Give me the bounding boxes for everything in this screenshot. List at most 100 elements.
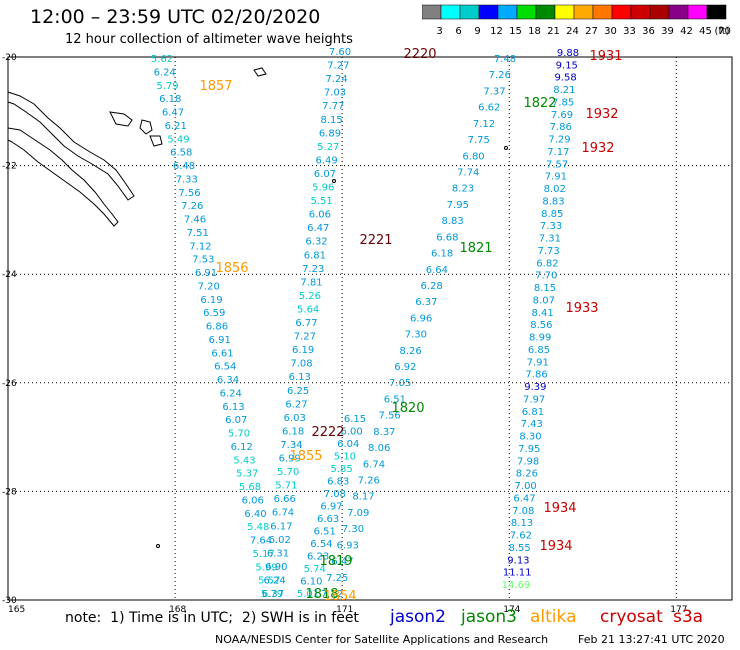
altimeter-map: 165 168 171 174 177 -20 -22 -24 -26 -28 -30 5.62 6.2… — [2, 47, 733, 615]
wave-height-value: 6.90 — [265, 562, 287, 573]
wave-height-value: 8.55 — [508, 543, 530, 554]
wave-height-value: 7.08 — [512, 506, 534, 517]
wave-height-value: 6.86 — [206, 322, 228, 333]
wave-height-value: 6.66 — [274, 494, 296, 505]
generated-timestamp: Feb 21 13:27:41 UTC 2020 — [578, 633, 725, 646]
wave-height-value: 6.47 — [513, 493, 535, 504]
wave-height-value: 6.74 — [363, 459, 385, 470]
wave-height-value: 7.62 — [510, 531, 532, 542]
wave-height-value: 6.03 — [284, 413, 306, 424]
wave-height-value: 6.80 — [462, 151, 484, 162]
legend-altika: altika — [530, 607, 577, 627]
wave-height-value: 7.23 — [302, 264, 324, 275]
track-sat-1855: 6.15 6.006.04 5.105.85 6.837.08 6.976.63 6.51… — [297, 414, 366, 600]
wave-height-value: 7.95 — [447, 200, 469, 211]
scale-tick-label: 21 — [547, 26, 560, 37]
wave-height-value: 6.59 — [203, 308, 225, 319]
wave-height-value: 5.64 — [297, 304, 319, 315]
pass-time-label: 1857 — [199, 79, 232, 94]
wave-height-value: 6.49 — [315, 155, 337, 166]
wave-height-value: 6.89 — [319, 128, 341, 139]
wave-height-value: 5.74 — [304, 564, 326, 575]
wave-height-value: 6.00 — [341, 427, 363, 438]
wave-height-value: 6.82 — [536, 258, 558, 269]
scale-swatch — [706, 4, 727, 20]
pass-time-label: 1818 — [305, 587, 338, 602]
wave-height-value: 9.15 — [556, 60, 578, 71]
wave-height-value: 11.11 — [503, 568, 532, 579]
wave-height-value: 8.83 — [441, 216, 463, 227]
lon-tick-label: 165 — [8, 605, 25, 615]
wave-height-value: 7.48 — [494, 54, 516, 65]
wave-height-value: 7.09 — [347, 508, 369, 519]
wave-height-value: 6.37 — [415, 297, 437, 308]
wave-height-value: 5.48 — [247, 522, 269, 533]
wave-height-value: 6.31 — [267, 548, 289, 559]
wave-height-value: 6.51 — [314, 527, 336, 538]
legend-cryosat: cryosat — [600, 607, 663, 627]
wave-height-value: 7.08 — [290, 359, 312, 370]
wave-height-color-scale: 3 6 9 12 15 18 21 24 27 30 33 36 39 42 45 70(ft) — [422, 4, 731, 37]
wave-height-value: 5.99 — [255, 562, 277, 573]
wave-height-value: 6.99 — [279, 454, 301, 465]
scale-tick-label: 70 — [718, 26, 731, 37]
pass-time-label: 1819 — [319, 554, 352, 569]
wave-height-value: 7.26 — [358, 476, 380, 487]
pass-time-label: 1821 — [459, 241, 492, 256]
wave-height-value: 6.77 — [295, 318, 317, 329]
wave-height-value: 6.32 — [305, 237, 327, 248]
scale-tick-label: 3 — [436, 26, 442, 37]
wave-height-value: 6.97 — [320, 502, 342, 513]
map-subtitle: 12 hour collection of altimeter wave hei… — [65, 32, 353, 47]
wave-height-value: 6.19 — [200, 295, 222, 306]
wave-height-value: 5.01 — [297, 589, 319, 600]
wave-height-value: 7.43 — [521, 419, 543, 430]
scale-tick-label: 33 — [623, 26, 636, 37]
wave-height-value: 6.40 — [244, 509, 266, 520]
wave-height-value: 7.53 — [192, 255, 214, 266]
wave-height-value: 6.63 — [317, 514, 339, 525]
wave-height-value: 6.62 — [478, 103, 500, 114]
pass-time-label: 1822 — [523, 96, 556, 111]
wave-height-value: 6.02 — [269, 535, 291, 546]
wave-height-value: 9.13 — [507, 555, 529, 566]
wave-height-value: 5.17 — [253, 549, 275, 560]
wave-height-value: 5.27 — [317, 142, 339, 153]
wave-height-value: 7.98 — [517, 456, 539, 467]
wave-height-value: 5.71 — [275, 481, 297, 492]
wave-height-value: 7.97 — [523, 394, 545, 405]
wave-height-value: 6.93 — [337, 540, 359, 551]
map-title: 12:00 – 23:59 UTC 02/20/2020 — [30, 6, 321, 28]
scale-tick-label: 30 — [604, 26, 617, 37]
wave-height-value: 7.08 — [324, 489, 346, 500]
wave-height-value: 7.86 — [525, 370, 547, 381]
wave-height-value: 7.95 — [518, 444, 540, 455]
wave-height-value: 8.21 — [553, 85, 575, 96]
lat-tick-label: -20 — [2, 53, 17, 63]
wave-height-value: 7.91 — [527, 357, 549, 368]
wave-height-value: 7.34 — [280, 440, 302, 451]
wave-height-value: 8.15 — [320, 115, 342, 126]
wave-height-value: 8.56 — [530, 320, 552, 331]
wave-height-value: 6.83 — [327, 477, 349, 488]
wave-height-value: 7.05 — [389, 378, 411, 389]
pass-time-label: 1931 — [589, 49, 622, 64]
pass-time-label: 2222 — [311, 425, 344, 440]
wave-height-value: 8.26 — [400, 346, 422, 357]
wave-height-value: 7.75 — [468, 135, 490, 146]
wave-height-value: 5.37 — [236, 469, 258, 480]
wave-height-value: 6.18 — [159, 94, 181, 105]
wave-height-value: 8.13 — [511, 518, 533, 529]
wave-height-value: 6.23 — [307, 552, 329, 563]
scale-tick-label: 18 — [528, 26, 541, 37]
wave-height-value: 6.25 — [287, 386, 309, 397]
wave-height-value: 5.68 — [239, 482, 261, 493]
wave-height-value: 6.07 — [225, 415, 247, 426]
wave-height-value: 8.41 — [531, 308, 553, 319]
lat-tick-label: -30 — [2, 596, 17, 606]
wave-height-value: 6.58 — [170, 148, 192, 159]
legend-jason2: jason2 — [390, 607, 446, 627]
wave-height-value: 7.64 — [250, 536, 272, 547]
wave-height-value: 8.30 — [519, 432, 541, 443]
wave-height-value: 7.85 — [552, 97, 574, 108]
